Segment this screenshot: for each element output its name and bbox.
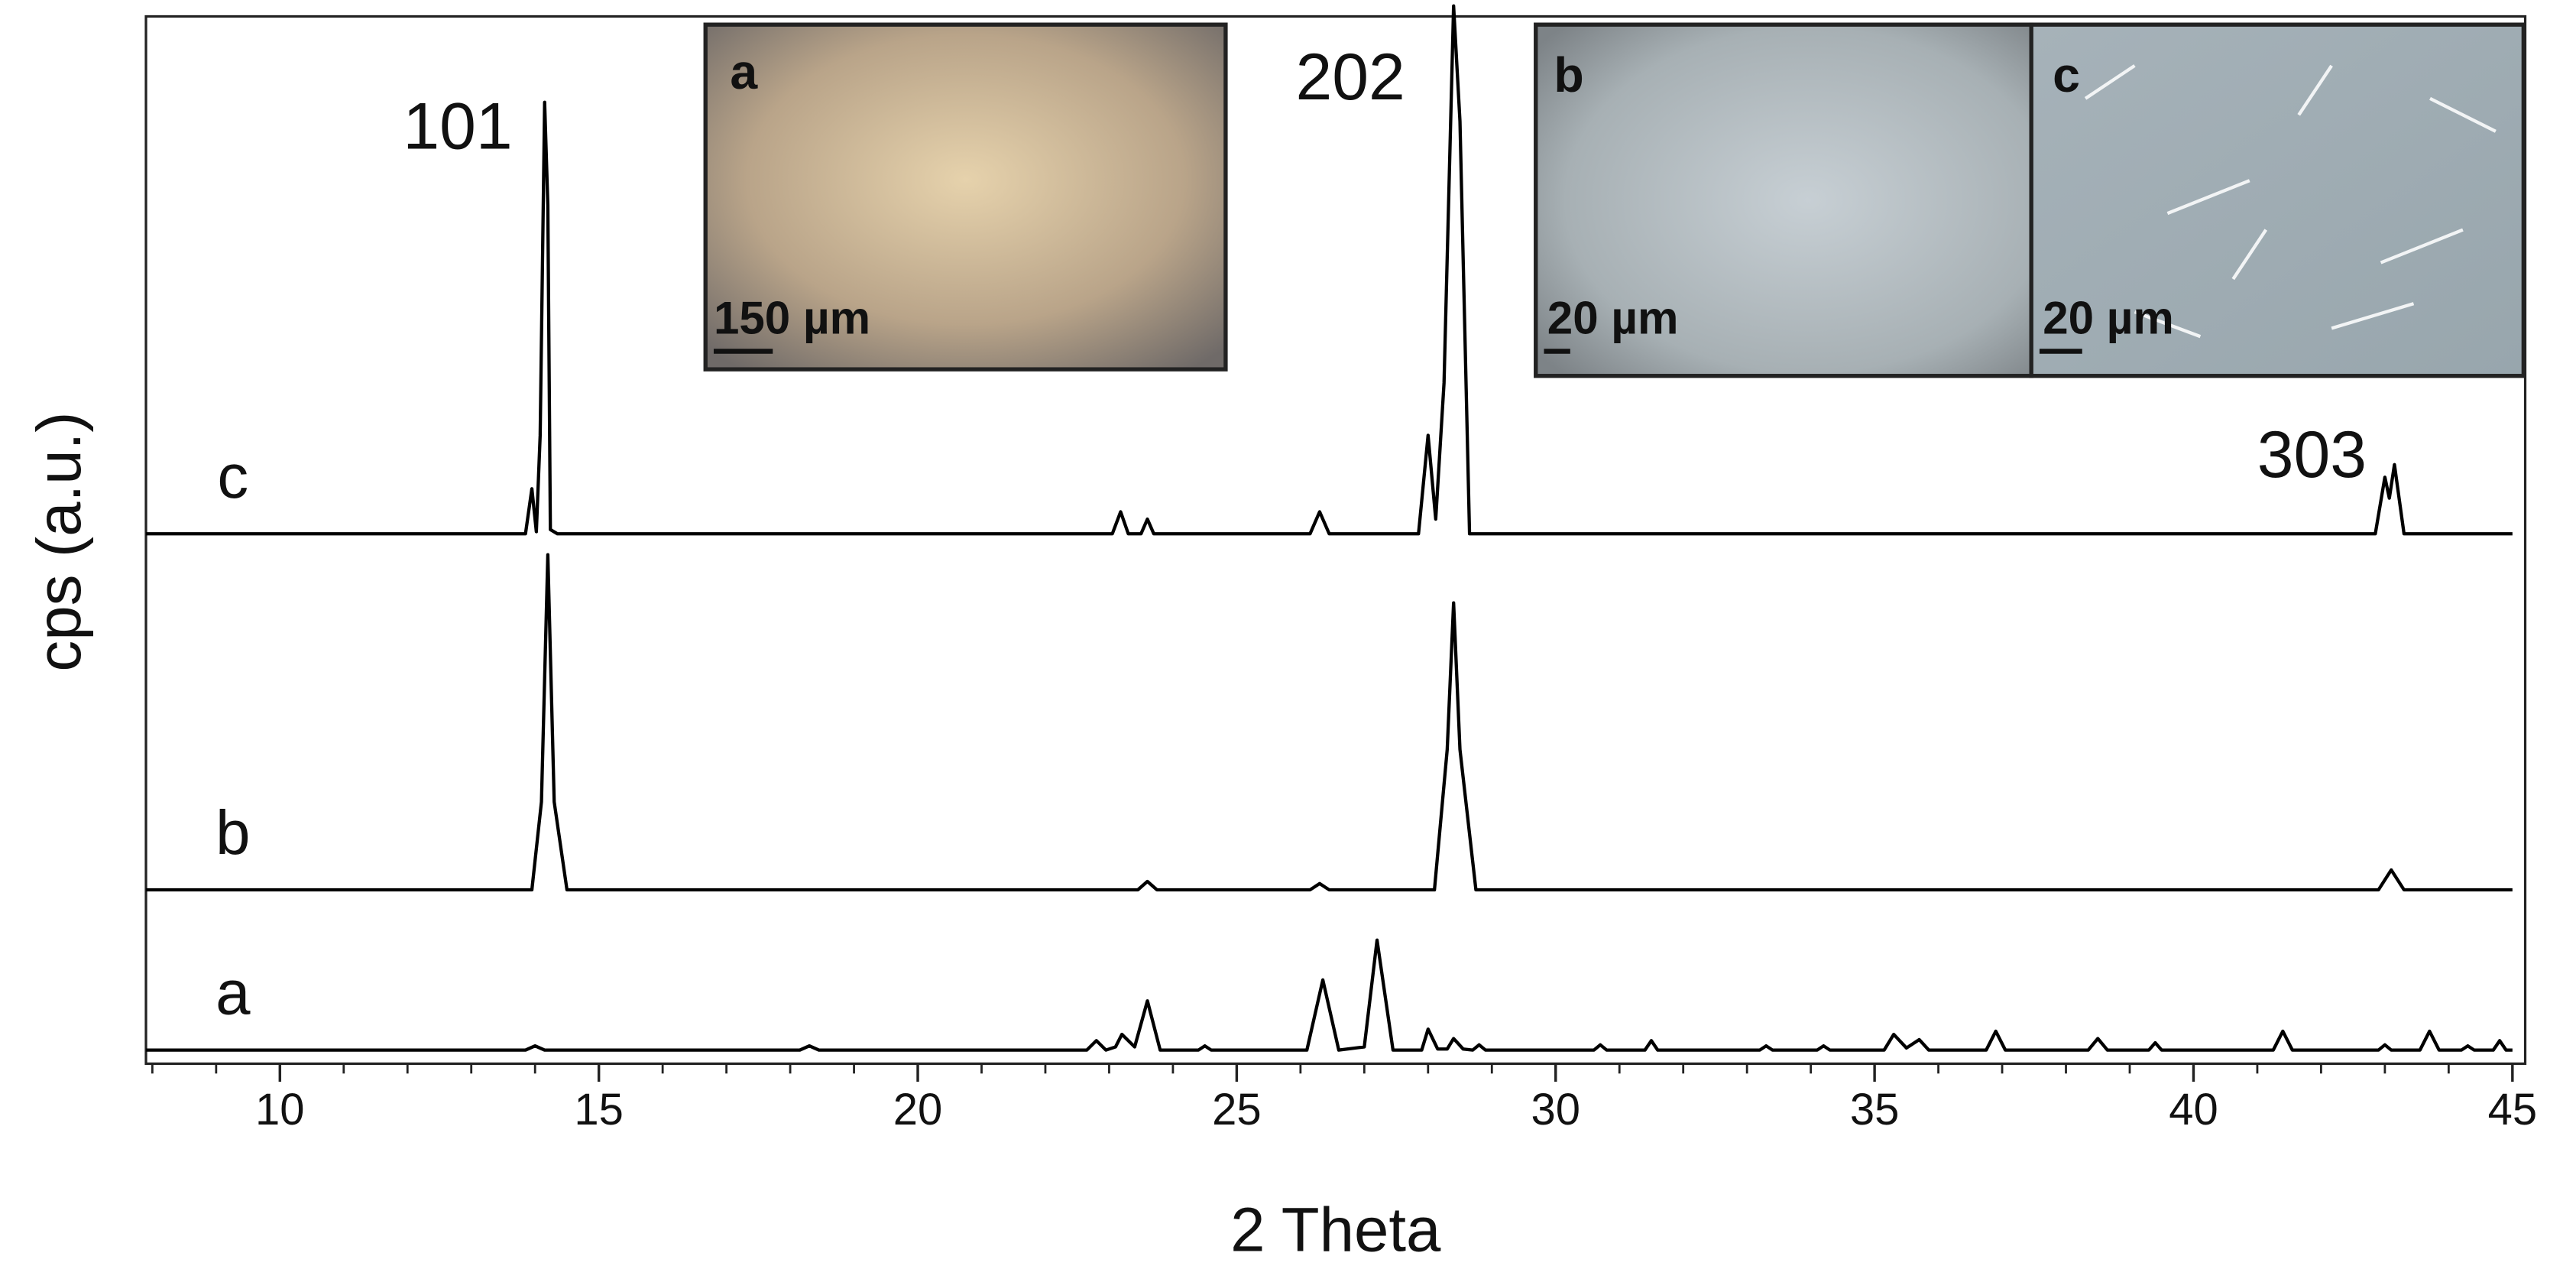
x-tick-label: 40 [2169, 1086, 2218, 1134]
inset-scale: 150 µm [714, 293, 870, 344]
inset-photo [703, 22, 1228, 372]
peak-annotation: 202 [1295, 41, 1405, 114]
x-axis-label: 2 Theta [1230, 1195, 1441, 1264]
x-tick-label: 15 [574, 1086, 623, 1134]
insets: a b c 150 µm 20 µm 20 µm [703, 22, 2526, 378]
x-tick-label: 20 [893, 1086, 942, 1134]
series-label: c [217, 442, 248, 511]
series-label: b [215, 798, 250, 868]
x-tick-label: 30 [1531, 1086, 1580, 1134]
x-tick-label: 25 [1212, 1086, 1261, 1134]
series-line [146, 938, 2513, 1052]
inset-scale: 20 µm [1547, 293, 1679, 344]
series-label: a [215, 958, 251, 1027]
peak-annotation: 303 [2257, 418, 2367, 492]
x-tick-label: 10 [255, 1086, 304, 1134]
series-line [146, 4, 2513, 536]
series-line [146, 553, 2513, 892]
inset-label: a [730, 44, 758, 99]
y-axis-label: cps (a.u.) [24, 412, 94, 672]
inset-scale: 20 µm [2043, 293, 2174, 344]
inset-label: c [2053, 47, 2080, 102]
x-tick-label: 45 [2488, 1086, 2537, 1134]
plot-frame [144, 15, 2527, 1066]
peak-annotation: 101 [403, 89, 512, 163]
crystal-needles [2084, 64, 2497, 339]
inset-label: b [1554, 47, 1583, 102]
inset-photo [2029, 22, 2526, 378]
x-tick-label: 35 [1850, 1086, 1899, 1134]
